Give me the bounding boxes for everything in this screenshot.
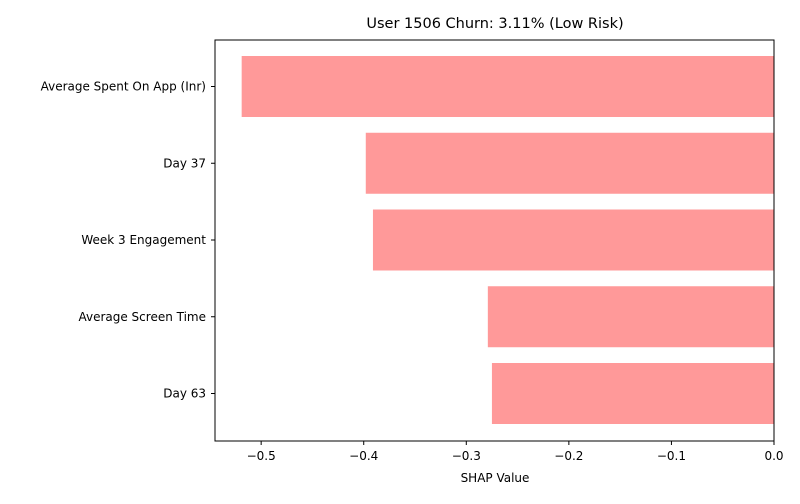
chart-title: User 1506 Churn: 3.11% (Low Risk) (366, 16, 623, 32)
x-tick-label: −0.1 (657, 449, 686, 463)
y-tick-label: Average Screen Time (78, 310, 206, 324)
bars-layer (241, 56, 774, 424)
y-tick-label: Week 3 Engagement (81, 233, 206, 247)
x-tick-label: −0.4 (349, 449, 378, 463)
y-tick-label: Average Spent On App (Inr) (41, 80, 206, 94)
x-tick-label: −0.3 (452, 449, 481, 463)
bar-average-spent-on-app-inr (241, 56, 774, 117)
plot-frame (214, 39, 775, 442)
x-tick-label: −0.2 (554, 449, 583, 463)
bar-day-63 (491, 363, 774, 424)
axes-layer: Average Spent On App (Inr) Day 37 Week 3 E… (41, 39, 784, 463)
y-tick-label: Day 63 (163, 387, 206, 401)
x-tick-label: 0.0 (764, 449, 783, 463)
bar-week-3-engagement (372, 209, 774, 271)
bar-average-screen-time (487, 286, 774, 348)
y-tick-label: Day 37 (163, 156, 206, 170)
bar-day-37 (365, 132, 774, 194)
x-tick-label: −0.5 (247, 449, 276, 463)
x-axis-label: SHAP Value (461, 471, 530, 485)
